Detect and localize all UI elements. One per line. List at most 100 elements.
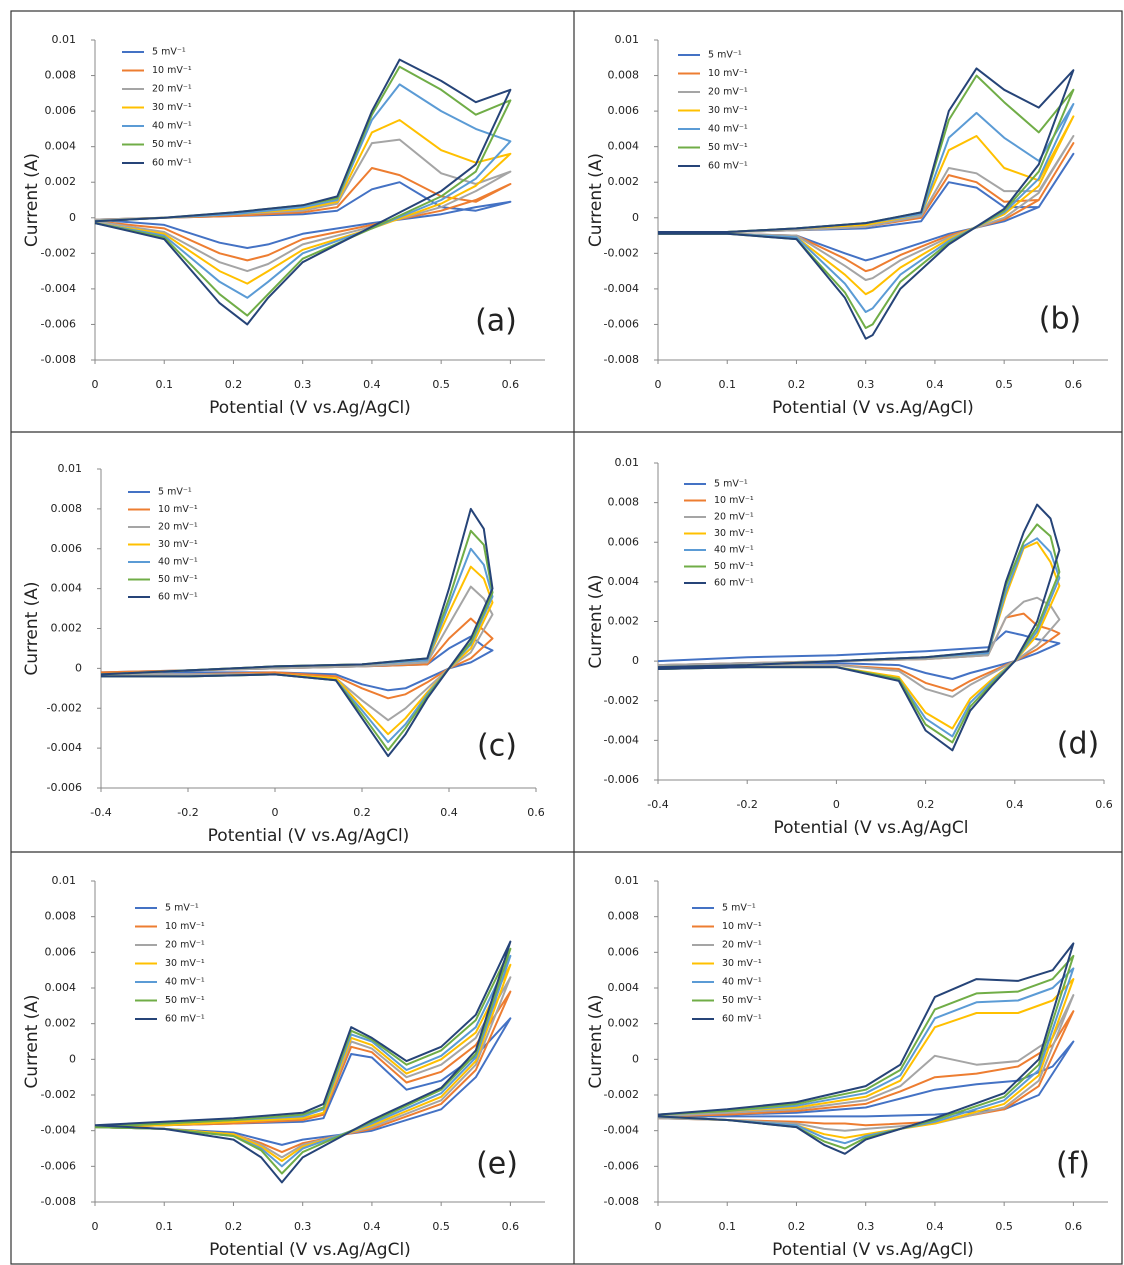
y-tick-label: 0.004 xyxy=(608,575,640,588)
x-tick-label: 0.2 xyxy=(917,798,935,811)
x-tick-label: 0 xyxy=(655,378,662,391)
x-axis-label: Potential (V vs.Ag/AgCl) xyxy=(209,1240,411,1260)
cv-curve xyxy=(94,947,512,1175)
x-tick-label: 0.1 xyxy=(718,378,736,391)
y-tick-label: 0.008 xyxy=(45,910,77,923)
y-tick-label: 0.002 xyxy=(45,1017,77,1030)
y-tick-label: -0.004 xyxy=(604,1124,639,1137)
x-tick-label: 0.4 xyxy=(1006,798,1024,811)
legend-label: 10 mV⁻¹ xyxy=(714,495,754,506)
y-tick-label: 0.008 xyxy=(45,69,77,82)
cv-curve xyxy=(657,967,1075,1145)
x-axis-label: Potential (V vs.Ag/AgCl) xyxy=(772,1240,974,1260)
cv-curve xyxy=(657,1040,1075,1118)
y-tick-label: -0.002 xyxy=(41,246,76,259)
x-tick-label: 0.6 xyxy=(502,1220,520,1233)
x-tick-label: 0.2 xyxy=(788,378,806,391)
legend-label: 30 mV⁻¹ xyxy=(152,102,192,113)
x-tick-label: -0.2 xyxy=(177,806,198,819)
cv-curve xyxy=(657,994,1075,1132)
cv-curve xyxy=(657,596,1061,698)
y-tick-label: -0.004 xyxy=(604,282,639,295)
y-tick-label: 0.004 xyxy=(51,582,83,595)
cv-curve xyxy=(658,67,1075,340)
x-tick-label: -0.4 xyxy=(90,806,111,819)
cv-curve xyxy=(657,942,1075,1155)
y-tick-label: 0 xyxy=(75,661,82,674)
legend-label: 20 mV⁻¹ xyxy=(714,512,754,523)
x-axis-label: Potential (V vs.Ag/AgCl) xyxy=(209,398,411,418)
y-tick-label: 0.01 xyxy=(52,874,77,887)
legend-label: 50 mV⁻¹ xyxy=(152,139,192,150)
x-tick-label: 0 xyxy=(655,1220,662,1233)
y-tick-label: 0.006 xyxy=(51,542,83,555)
legend-label: 5 mV⁻¹ xyxy=(714,479,748,490)
cv-curve xyxy=(94,1017,512,1146)
legend-label: 20 mV⁻¹ xyxy=(158,522,198,533)
y-tick-label: -0.008 xyxy=(604,1195,639,1208)
legend-label: 10 mV⁻¹ xyxy=(722,921,762,932)
x-tick-label: 0.6 xyxy=(527,806,545,819)
y-tick-label: 0.004 xyxy=(45,140,77,153)
cv-curve xyxy=(100,507,494,758)
y-tick-label: -0.002 xyxy=(604,246,639,259)
y-tick-label: 0.008 xyxy=(608,69,640,82)
y-tick-label: -0.004 xyxy=(604,733,639,746)
y-axis-label: Current (A) xyxy=(22,153,42,247)
legend-label: 30 mV⁻¹ xyxy=(708,105,748,116)
x-tick-label: 0.6 xyxy=(502,378,520,391)
x-tick-label: 0.1 xyxy=(718,1220,736,1233)
legend-label: 50 mV⁻¹ xyxy=(714,561,754,572)
y-tick-label: 0.008 xyxy=(608,910,640,923)
legend-label: 20 mV⁻¹ xyxy=(708,87,748,98)
legend-label: 10 mV⁻¹ xyxy=(708,68,748,79)
x-tick-label: 0.3 xyxy=(294,378,312,391)
y-tick-label: -0.006 xyxy=(41,317,76,330)
y-tick-label: 0.006 xyxy=(608,104,640,117)
y-tick-label: -0.002 xyxy=(41,1088,76,1101)
x-tick-label: 0.3 xyxy=(857,1220,875,1233)
x-tick-label: 0.3 xyxy=(294,1220,312,1233)
x-tick-label: 0.5 xyxy=(995,1220,1013,1233)
y-tick-label: -0.006 xyxy=(604,1159,639,1172)
x-tick-label: 0.3 xyxy=(857,378,875,391)
x-tick-label: 0.4 xyxy=(440,806,458,819)
x-tick-label: 0.1 xyxy=(155,378,173,391)
x-tick-label: -0.4 xyxy=(647,798,668,811)
x-tick-label: 0.2 xyxy=(225,1220,243,1233)
x-tick-label: 0 xyxy=(92,378,99,391)
cv-curve xyxy=(94,167,512,262)
y-tick-label: 0.01 xyxy=(615,874,640,887)
cv-curve xyxy=(657,1010,1075,1127)
legend-label: 30 mV⁻¹ xyxy=(165,958,205,969)
legend-label: 40 mV⁻¹ xyxy=(165,977,205,988)
y-tick-label: 0.008 xyxy=(51,502,83,515)
y-tick-label: 0.006 xyxy=(608,535,640,548)
y-tick-label: -0.008 xyxy=(41,1195,76,1208)
cv-curve xyxy=(658,115,1075,296)
legend-label: 60 mV⁻¹ xyxy=(158,592,198,603)
legend-label: 5 mV⁻¹ xyxy=(158,487,192,498)
panel-label: (e) xyxy=(476,1147,518,1182)
panel-label: (a) xyxy=(475,304,517,339)
x-tick-label: 0.6 xyxy=(1065,1220,1083,1233)
panel-label: (c) xyxy=(477,729,517,764)
legend-label: 40 mV⁻¹ xyxy=(708,124,748,135)
y-tick-label: 0.01 xyxy=(58,462,83,475)
legend-label: 40 mV⁻¹ xyxy=(158,557,198,568)
legend-label: 30 mV⁻¹ xyxy=(714,528,754,539)
legend-label: 30 mV⁻¹ xyxy=(158,539,198,550)
x-tick-label: -0.2 xyxy=(736,798,757,811)
cv-curve xyxy=(657,503,1061,752)
y-tick-label: 0.01 xyxy=(615,456,640,469)
x-tick-label: 0.4 xyxy=(363,1220,381,1233)
legend-label: 10 mV⁻¹ xyxy=(158,504,198,515)
legend-label: 50 mV⁻¹ xyxy=(708,142,748,153)
cv-curve xyxy=(94,138,512,273)
cv-curve xyxy=(94,954,512,1168)
x-tick-label: 0.4 xyxy=(363,378,381,391)
legend-label: 60 mV⁻¹ xyxy=(152,158,192,169)
legend-label: 20 mV⁻¹ xyxy=(152,84,192,95)
cv-curve xyxy=(94,181,512,249)
